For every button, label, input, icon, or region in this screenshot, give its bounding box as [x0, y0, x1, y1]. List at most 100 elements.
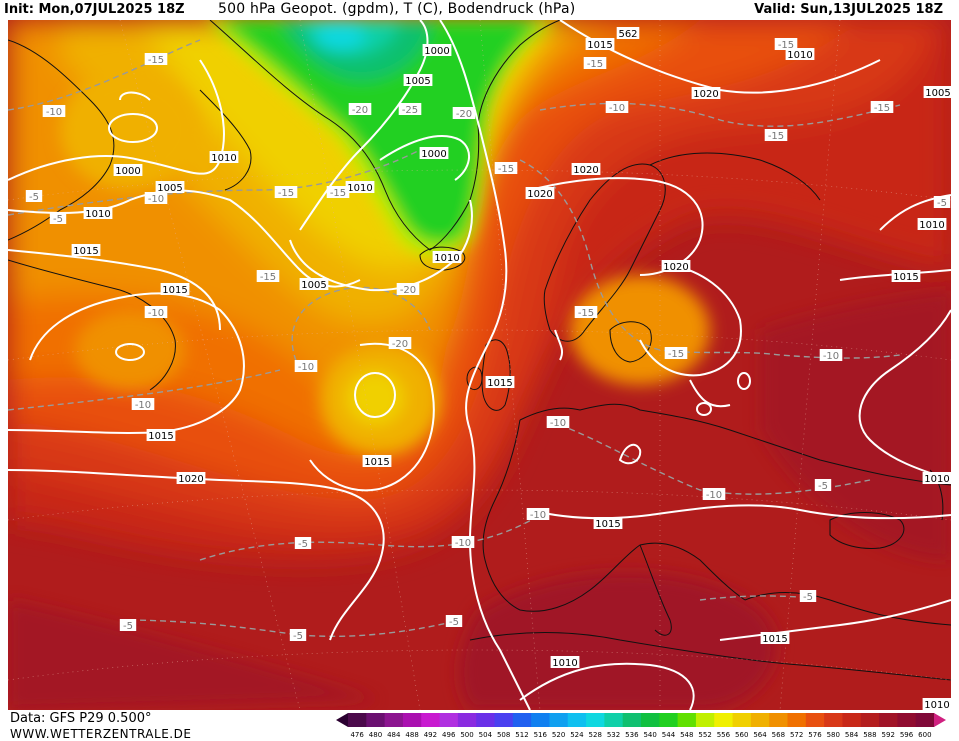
legend-tick-label: 520: [552, 731, 565, 739]
isotherm-label: -5: [49, 212, 67, 225]
legend-swatch: [714, 713, 734, 727]
map-canvas: 1000 1015 562 1010 1005 1005 1020 1000 1010 1000 1…: [8, 20, 951, 710]
legend-swatch: [879, 713, 898, 727]
legend-tick-label: 528: [589, 731, 602, 739]
svg-text:-10: -10: [135, 400, 151, 411]
svg-text:1005: 1005: [301, 280, 326, 291]
svg-text:1015: 1015: [893, 272, 918, 283]
isobar-label: 1015: [593, 517, 623, 530]
svg-text:-5: -5: [53, 214, 63, 225]
isobar-label: 1015: [891, 270, 921, 283]
isobar-label: 1010: [785, 48, 815, 61]
svg-text:-15: -15: [578, 308, 594, 319]
svg-text:-5: -5: [293, 631, 303, 642]
isotherm-label: -20: [348, 103, 372, 116]
isotherm-label: -15: [256, 270, 280, 283]
isotherm-label: -10: [144, 192, 168, 205]
svg-text:-15: -15: [278, 188, 294, 199]
legend-tick-label: 572: [790, 731, 803, 739]
legend-tick-label: 592: [882, 731, 895, 739]
isotherm-label: -10: [294, 360, 318, 373]
chart-header: Init: Mon,07JUL2025 18Z 500 hPa Geopot. …: [0, 0, 959, 20]
legend-tick-label: 564: [753, 731, 767, 739]
svg-text:-5: -5: [937, 198, 947, 209]
svg-text:1010: 1010: [85, 209, 110, 220]
isotherm-label: -5: [294, 537, 312, 550]
svg-text:-15: -15: [768, 131, 784, 142]
svg-text:-5: -5: [123, 621, 133, 632]
svg-text:1000: 1000: [424, 46, 449, 57]
svg-text:-5: -5: [818, 481, 828, 492]
svg-text:-5: -5: [803, 592, 813, 603]
legend-swatch: [549, 713, 569, 727]
legend-tick-label: 524: [570, 731, 584, 739]
svg-text:-10: -10: [706, 490, 722, 501]
isotherm-label: -10: [144, 306, 168, 319]
isotherm-label: -10: [526, 508, 550, 521]
svg-text:1000: 1000: [115, 166, 140, 177]
legend-tick-label: 488: [405, 731, 418, 739]
data-source: Data: GFS P29 0.500°: [10, 711, 152, 726]
legend-swatch: [750, 713, 770, 727]
chart-footer: Data: GFS P29 0.500° WWW.WETTERZENTRALE.…: [0, 710, 959, 741]
legend-swatch: [402, 713, 422, 727]
isobar-label: 1010: [209, 151, 239, 164]
legend-swatch: [348, 713, 367, 727]
legend-swatch: [421, 713, 441, 727]
legend-swatch: [805, 713, 825, 727]
legend-swatch: [659, 713, 679, 727]
isobar-label: 1010: [922, 472, 951, 485]
legend-high-arrow: [934, 713, 946, 727]
svg-text:-10: -10: [455, 538, 471, 549]
svg-text:562: 562: [618, 29, 637, 40]
isobar-label: 1005: [403, 74, 433, 87]
legend-swatch: [897, 713, 917, 727]
site-credit: WWW.WETTERZENTRALE.DE: [10, 727, 192, 741]
legend-tick-label: 500: [460, 731, 473, 739]
svg-text:1015: 1015: [595, 519, 620, 530]
svg-text:1015: 1015: [587, 40, 612, 51]
svg-text:-15: -15: [778, 40, 794, 51]
isotherm-label: -10: [42, 105, 66, 118]
svg-text:-10: -10: [823, 351, 839, 362]
color-legend: 476 480 484 488 492 496 500 504 508 512 516 520 524 5…: [336, 713, 956, 739]
legend-tick-label: 532: [607, 731, 620, 739]
svg-text:-20: -20: [400, 285, 416, 296]
isobar-label: 1010: [922, 698, 951, 710]
isotherm-label: -5: [445, 615, 463, 628]
legend-tick-label: 480: [369, 731, 382, 739]
isobar-label: 1015: [160, 283, 190, 296]
legend-swatch: [695, 713, 715, 727]
isobar-label: 1020: [691, 87, 721, 100]
legend-swatch: [787, 713, 807, 727]
isobar-label: 1020: [525, 187, 555, 200]
svg-text:-20: -20: [352, 105, 368, 116]
isotherm-label: -20: [396, 283, 420, 296]
legend-swatch: [641, 713, 660, 727]
legend-tick-label: 496: [442, 731, 456, 739]
legend-swatch: [531, 713, 550, 727]
isobar-label: 1005: [923, 86, 951, 99]
legend-tick-label: 600: [918, 731, 931, 739]
isobar-label: 1010: [345, 181, 375, 194]
isobar-label: 1015: [485, 376, 515, 389]
legend-tick-label: 476: [350, 731, 364, 739]
legend-tick-label: 596: [900, 731, 914, 739]
svg-text:-15: -15: [260, 272, 276, 283]
svg-text:-5: -5: [449, 617, 459, 628]
isotherm-label: -15: [494, 162, 518, 175]
legend-tick-label: 576: [808, 731, 822, 739]
legend-swatch: [476, 713, 495, 727]
weather-map[interactable]: 1000 1015 562 1010 1005 1005 1020 1000 1010 1000 1…: [8, 20, 951, 710]
isobar-label: 1010: [83, 207, 113, 220]
isotherm-label: -10: [702, 488, 726, 501]
isobar-label: 1000: [422, 44, 452, 57]
svg-text:-10: -10: [298, 362, 314, 373]
svg-text:-15: -15: [330, 188, 346, 199]
legend-swatch: [842, 713, 862, 727]
svg-text:-10: -10: [550, 418, 566, 429]
svg-text:1010: 1010: [787, 50, 812, 61]
legend-swatch: [567, 713, 587, 727]
svg-text:1015: 1015: [148, 431, 173, 442]
init-time: Init: Mon,07JUL2025 18Z: [4, 2, 185, 17]
